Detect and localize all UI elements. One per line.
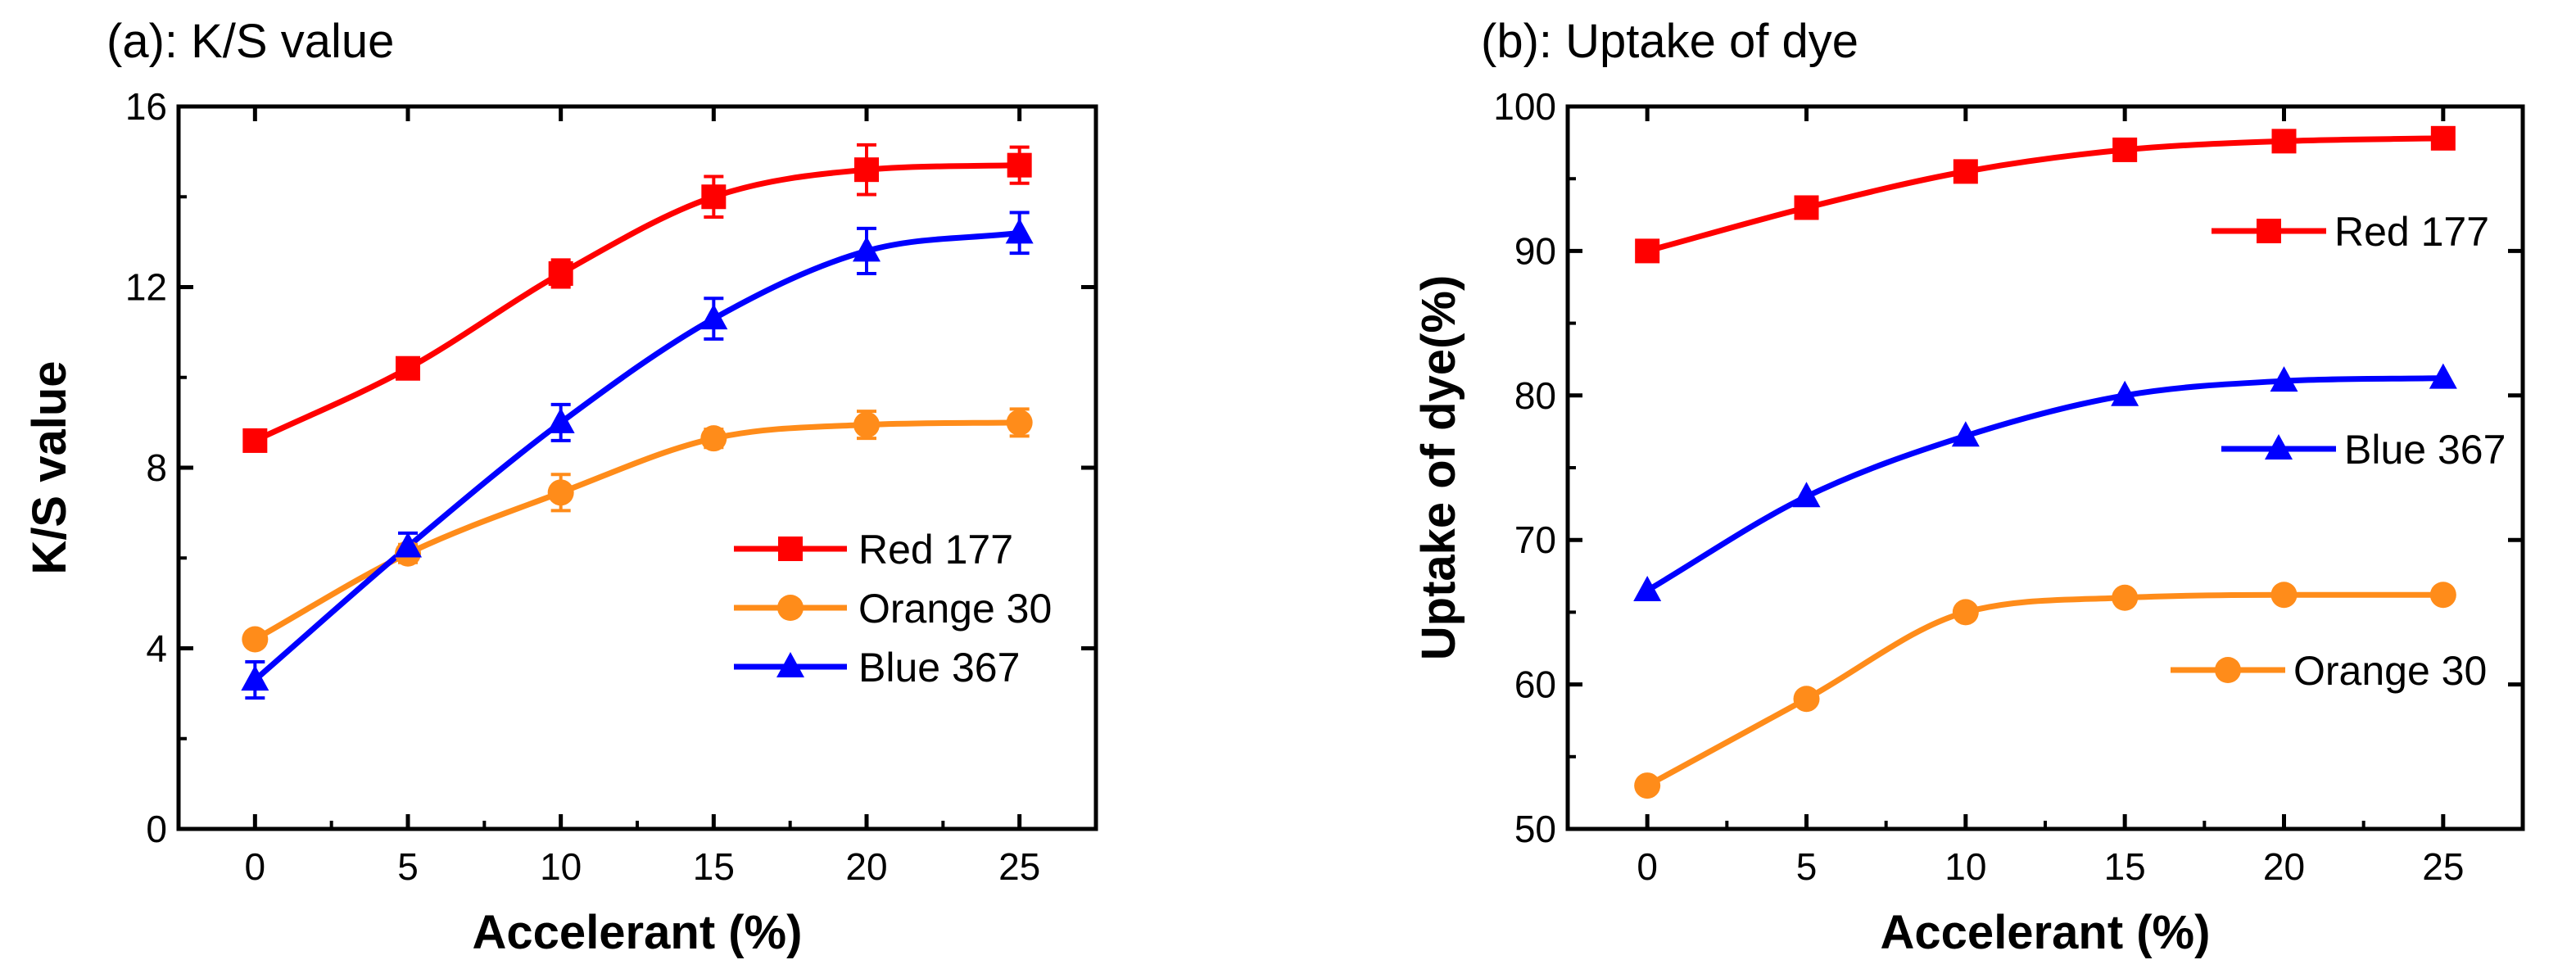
panel-b-title: (b): Uptake of dye (1481, 15, 1858, 68)
panel-b: (b): Uptake of dye 0 5 10 15 20 25 50 60… (1412, 15, 2525, 959)
panel-b-legend-entry (2171, 657, 2285, 683)
data-point (2112, 584, 2139, 611)
panel-a-legend-entry (734, 595, 847, 621)
panel-b-x-tick-label: 10 (1944, 845, 1986, 888)
panel-a-y-axis-title: K/S value (23, 360, 76, 574)
legend-marker (777, 595, 804, 621)
panel-b-y-tick-label: 80 (1514, 374, 1556, 417)
panel-b-legend-label: Red 177 (2334, 209, 2489, 255)
data-point (2270, 366, 2298, 392)
legend-marker (2215, 657, 2241, 683)
data-point (548, 260, 573, 286)
data-point (699, 304, 728, 330)
panel-a-x-tick-label: 15 (693, 845, 735, 888)
panel-b-y-tick-label: 50 (1514, 808, 1556, 850)
panel-b-x-tick-label: 20 (2263, 845, 2305, 888)
panel-a-legend-entry (734, 652, 847, 677)
panel-b-legend-label: Orange 30 (2293, 648, 2487, 694)
data-point (396, 355, 420, 381)
panel-b-y-axis-title: Uptake of dye(%) (1412, 275, 1465, 661)
panel-a-legend: Red 177 Orange 30 Blue 367 (734, 527, 1052, 690)
data-point (1006, 409, 1033, 436)
data-point (701, 184, 727, 210)
panel-a-x-tick-label: 10 (540, 845, 582, 888)
panel-a-legend-label: Red 177 (858, 527, 1013, 573)
data-point (2429, 582, 2456, 609)
data-point (2271, 129, 2297, 154)
data-point (547, 479, 574, 506)
data-point (1005, 218, 1034, 244)
legend-marker (778, 537, 803, 561)
panel-a-markers (241, 152, 1034, 691)
data-point (1634, 772, 1661, 799)
data-point (853, 411, 880, 438)
data-point (394, 532, 422, 558)
legend-marker (2257, 219, 2281, 243)
panel-a-title: (a): K/S value (106, 15, 394, 68)
panel-a-legend-label: Blue 367 (858, 645, 1020, 690)
series-line-blue-367 (1646, 375, 2443, 593)
panel-a-plot-frame (176, 104, 1098, 831)
data-point (2111, 380, 2139, 406)
panel-b-ticks (1568, 104, 2523, 831)
panel-a-x-tick-label: 5 (397, 845, 419, 888)
data-point (2270, 582, 2298, 609)
panel-a-ticks (179, 104, 1096, 831)
series-line-orange-30 (1646, 591, 2443, 789)
panel-b-legend: Red 177 Blue 367 Orange 30 (2171, 209, 2506, 694)
data-point (700, 425, 727, 452)
panel-a-y-tick-label: 0 (146, 808, 167, 850)
panel-b-y-tick-label: 60 (1514, 663, 1556, 706)
panel-a: (a): K/S value 0 5 10 15 20 25 0 4 8 12 … (23, 15, 1098, 959)
data-point (1793, 686, 1820, 713)
data-point (2429, 363, 2457, 389)
data-point (1953, 159, 1978, 184)
data-point (1952, 599, 1979, 626)
panel-b-legend-label: Blue 367 (2344, 427, 2506, 473)
data-point (2430, 125, 2456, 151)
panel-b-legend-entry (2221, 434, 2336, 460)
panel-a-x-axis-title: Accelerant (%) (473, 906, 803, 959)
panel-a-x-tick-label: 25 (998, 845, 1040, 888)
data-point (1794, 195, 1819, 220)
panel-a-y-tick-label: 16 (125, 85, 167, 128)
panel-b-x-tick-label: 25 (2422, 845, 2464, 888)
legend-marker (776, 652, 804, 677)
panel-b-y-tick-label: 100 (1493, 85, 1556, 128)
panel-a-y-tick-label: 12 (125, 266, 167, 309)
data-point (2112, 137, 2138, 162)
panel-b-legend-entry (2212, 219, 2326, 243)
data-point (853, 236, 881, 262)
panel-b-markers (1633, 125, 2457, 799)
series-line-red-177 (253, 162, 1020, 444)
data-point (1007, 152, 1032, 178)
panel-a-x-tick-label: 0 (245, 845, 266, 888)
panel-b-x-tick-label: 15 (2104, 845, 2146, 888)
panel-b-curves (1646, 135, 2443, 789)
panel-a-legend-label: Orange 30 (858, 586, 1052, 632)
panel-b-y-tick-label: 90 (1514, 229, 1556, 272)
data-point (1633, 575, 1662, 601)
panel-b-x-tick-label: 0 (1637, 845, 1658, 888)
panel-b-x-axis-title: Accelerant (%) (1881, 906, 2211, 959)
panel-a-legend-entry (734, 537, 847, 561)
panel-b-y-tick-label: 70 (1514, 518, 1556, 561)
data-point (241, 665, 269, 691)
data-point (1951, 421, 1980, 447)
data-point (242, 626, 269, 653)
panel-a-y-tick-label: 8 (146, 446, 167, 489)
legend-marker (2265, 434, 2293, 460)
panel-b-x-tick-label: 5 (1796, 845, 1818, 888)
data-point (854, 157, 879, 183)
series-line-red-177 (1646, 135, 2443, 254)
panel-a-y-tick-label: 4 (146, 627, 167, 670)
data-point (1792, 482, 1821, 508)
panel-a-x-tick-label: 20 (845, 845, 887, 888)
data-point (546, 407, 575, 433)
data-point (242, 428, 268, 453)
data-point (1635, 238, 1660, 264)
